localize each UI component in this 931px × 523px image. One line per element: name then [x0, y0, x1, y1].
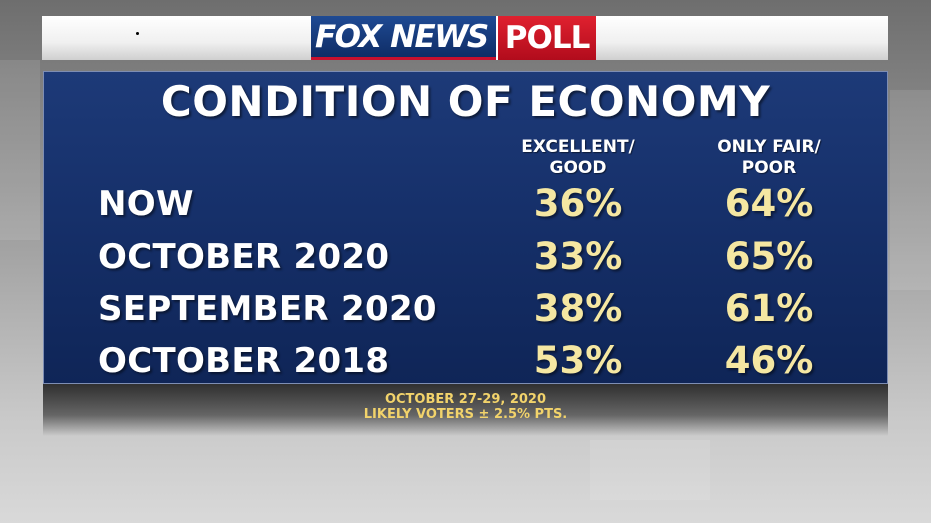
value-excellent-good: 36% [533, 182, 623, 225]
column-header-text: ONLY FAIR/POOR [717, 137, 821, 178]
value-excellent-good: 33% [533, 235, 623, 278]
row-label: OCTOBER 2020 [98, 237, 390, 277]
background-decoration [890, 90, 931, 290]
chart-title: CONDITION OF ECONOMY [160, 77, 771, 126]
value-excellent-good: 53% [533, 339, 623, 382]
table-row: OCTOBER 2018 53% 46% [43, 335, 888, 387]
table-row: NOW 36% 64% [43, 178, 888, 230]
logo-badge: POLL [495, 16, 597, 60]
fox-news-poll-logo: FOX NEWS POLL [311, 16, 597, 60]
column-header-excellent-good: EXCELLENT/GOOD [498, 137, 658, 179]
header-dot [136, 32, 139, 35]
table-row: SEPTEMBER 2020 38% 61% [43, 283, 888, 335]
value-fair-poor: 61% [724, 287, 814, 330]
row-label: NOW [98, 184, 194, 224]
row-label: OCTOBER 2018 [98, 341, 390, 381]
footnote-bar: OCTOBER 27-29, 2020 LIKELY VOTERS ± 2.5%… [43, 384, 888, 436]
value-fair-poor: 46% [724, 339, 814, 382]
column-header-text: EXCELLENT/GOOD [521, 137, 635, 178]
poll-panel: CONDITION OF ECONOMY EXCELLENT/GOOD ONLY… [43, 71, 888, 384]
footnote-margin: LIKELY VOTERS ± 2.5% PTS. [363, 407, 568, 422]
logo-brand: FOX NEWS [311, 16, 496, 60]
value-fair-poor: 64% [724, 182, 814, 225]
value-fair-poor: 65% [724, 235, 814, 278]
value-excellent-good: 38% [533, 287, 623, 330]
footnote-date: OCTOBER 27-29, 2020 [384, 392, 547, 407]
table-row: OCTOBER 2020 33% 65% [43, 231, 888, 283]
background-decoration [590, 440, 710, 500]
background-decoration [0, 60, 40, 240]
row-label: SEPTEMBER 2020 [98, 289, 437, 329]
column-header-fair-poor: ONLY FAIR/POOR [689, 137, 849, 179]
